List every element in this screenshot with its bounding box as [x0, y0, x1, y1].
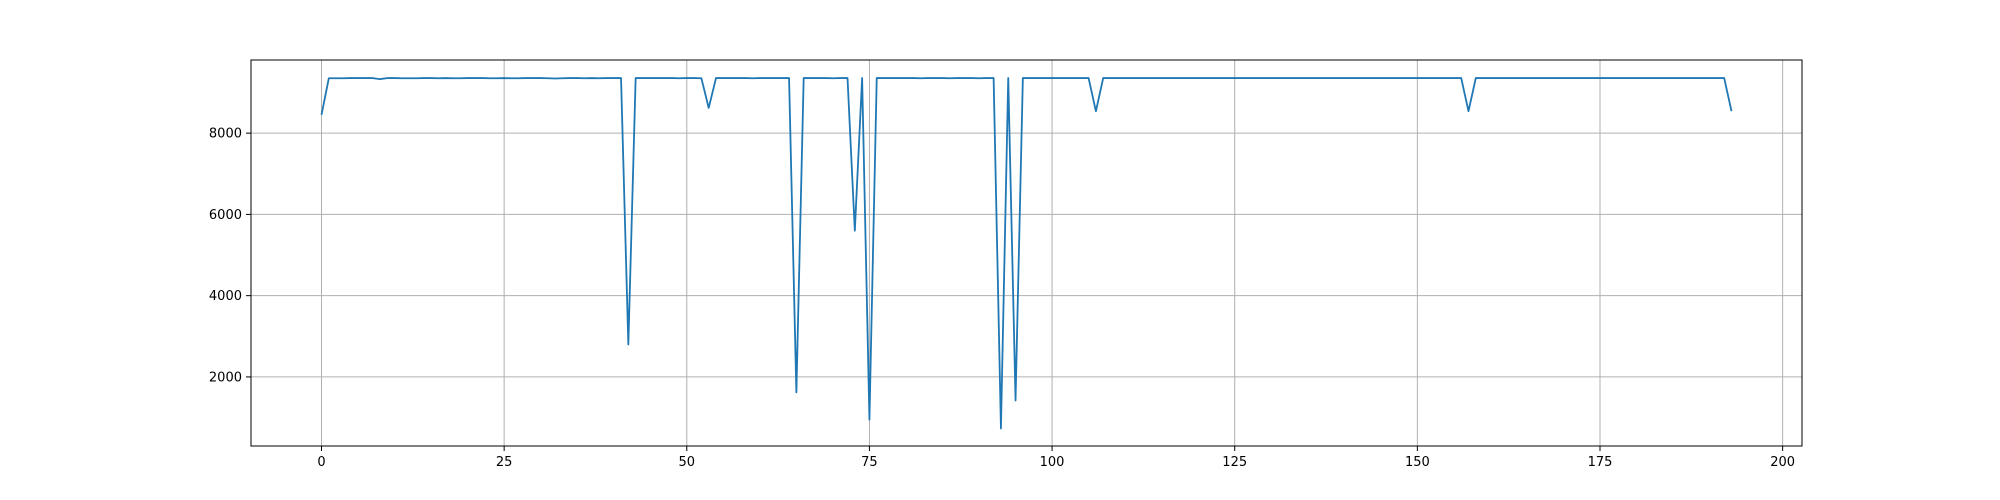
y-tick-label: 8000 [209, 127, 242, 142]
series-layer [320, 77, 1733, 430]
x-tick-label: 100 [1040, 455, 1065, 470]
y-axis: 2000 4000 6000 8000 [209, 127, 251, 385]
x-axis: 0 25 50 75 100 125 150 175 200 [317, 446, 1795, 470]
x-tick-label: 0 [317, 455, 325, 470]
x-tick-label: 125 [1222, 455, 1247, 470]
x-tick-label: 75 [861, 455, 878, 470]
series-line [320, 77, 1733, 430]
x-tick-label: 200 [1770, 455, 1795, 470]
x-tick-label: 175 [1588, 455, 1613, 470]
y-tick-label: 6000 [209, 208, 242, 223]
plot-area-frame [250, 59, 1803, 447]
y-tick-label: 4000 [209, 289, 242, 304]
y-tick-label: 2000 [209, 370, 242, 385]
x-tick-label: 150 [1405, 455, 1430, 470]
x-tick-label: 25 [496, 455, 513, 470]
grid [251, 60, 1802, 446]
x-tick-label: 50 [679, 455, 696, 470]
